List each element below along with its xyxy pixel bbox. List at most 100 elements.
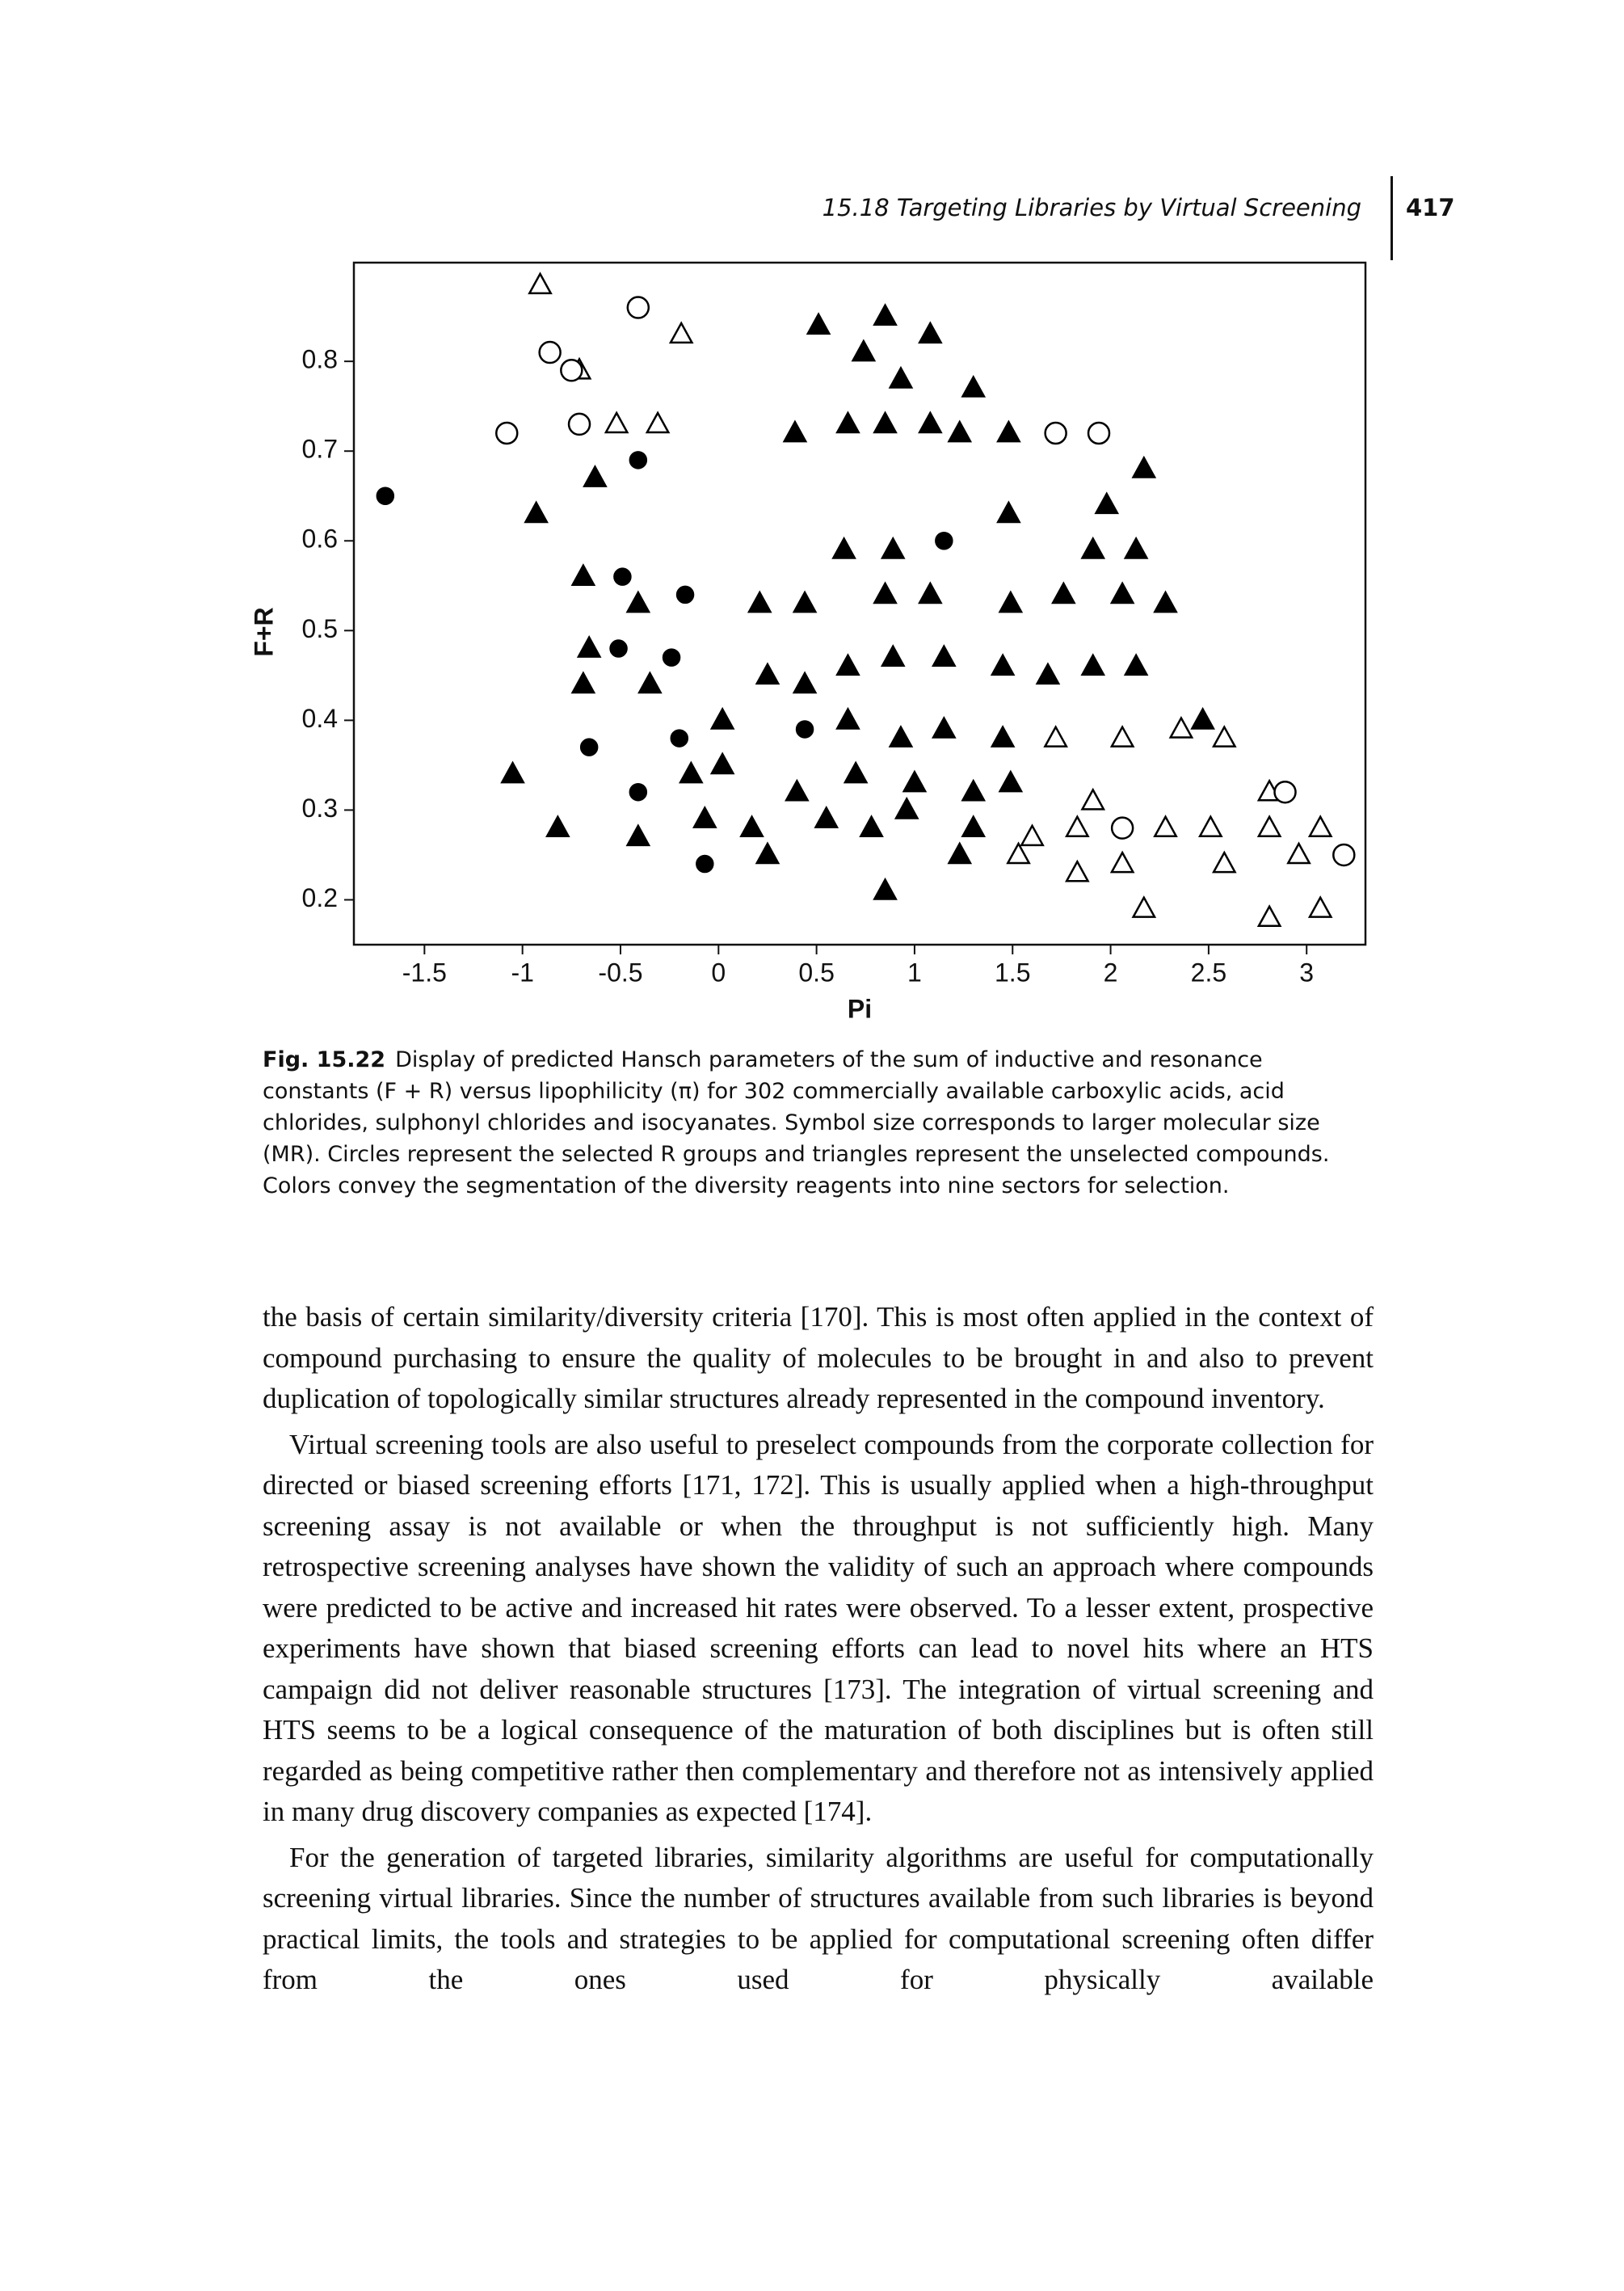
triangle-point [873, 581, 898, 604]
circle-point [935, 532, 953, 550]
circle-point [560, 359, 583, 382]
triangle-point [576, 635, 602, 658]
triangle-point [692, 806, 717, 828]
triangle-point [709, 706, 735, 730]
triangle-point [1256, 815, 1282, 837]
triangle-point [637, 671, 663, 694]
triangle-point [625, 590, 651, 613]
y-tick-label: 0.2 [302, 883, 338, 912]
triangle-point [570, 563, 596, 587]
triangle-point [1286, 841, 1311, 865]
x-tick-label: -1.5 [402, 958, 447, 987]
y-tick-label: 0.6 [302, 524, 338, 554]
circle-point [609, 639, 628, 658]
triangle-point [679, 760, 704, 784]
triangle-point [1080, 787, 1106, 811]
circle-point [579, 738, 599, 756]
triangle-point [604, 411, 629, 434]
triangle-point [873, 877, 898, 900]
triangle-point [961, 374, 987, 398]
triangle-point [1211, 850, 1237, 874]
triangle-point [792, 671, 818, 694]
triangle-point [1080, 536, 1106, 559]
running-header: 15.18 Targeting Libraries by Virtual Scr… [822, 194, 1361, 221]
x-tick-label: -0.5 [598, 958, 642, 987]
triangle-point [1190, 706, 1215, 730]
x-tick-label: 3 [1299, 958, 1314, 987]
circle-point [1087, 421, 1111, 445]
triangle-point [1051, 581, 1076, 604]
triangle-point [918, 411, 943, 434]
caption-label: Fig. 15.22 [263, 1047, 386, 1072]
chart: Pi F+R -1.5 -1 -0.5 0 0.5 1 1.5 2 2.5 3 0.2 0.3 0.4 0… [249, 261, 1367, 1023]
triangle-point [947, 419, 973, 443]
y-tick-label: 0.5 [302, 614, 338, 643]
triangle-point [888, 365, 914, 389]
triangle-point [894, 796, 919, 819]
triangle-point [990, 725, 1016, 748]
triangle-point [843, 760, 869, 784]
triangle-point [524, 500, 549, 524]
triangle-point [961, 778, 987, 802]
triangle-point [668, 321, 694, 344]
y-axis-label: F+R [249, 607, 278, 656]
triangle-point [873, 411, 898, 434]
circle-point [662, 648, 681, 667]
triangle-point [851, 339, 877, 362]
triangle-point [782, 419, 808, 443]
triangle-point [888, 725, 914, 748]
plot-frame [352, 261, 1367, 946]
x-tick-label: 2.5 [1191, 958, 1226, 987]
triangle-point [1065, 815, 1090, 837]
x-tick-label: 0 [711, 958, 726, 987]
paragraph: For the generation of targeted libraries… [263, 1841, 1374, 1996]
triangle-point [806, 312, 831, 335]
triangle-point [996, 419, 1021, 443]
triangle-point [1035, 662, 1061, 685]
triangle-point [1307, 895, 1333, 918]
circle-point [376, 486, 395, 505]
triangle-point [747, 590, 772, 613]
triangle-point [755, 841, 780, 865]
circle-point [613, 567, 632, 586]
page-number: 417 [1406, 194, 1455, 221]
circle-point [629, 782, 648, 802]
triangle-point [1153, 815, 1178, 837]
triangle-point [570, 671, 596, 694]
triangle-point [998, 769, 1024, 793]
triangle-point [990, 653, 1016, 676]
circle-point [495, 421, 519, 445]
triangle-point [918, 581, 943, 604]
x-tick-label: 1 [907, 958, 922, 987]
triangle-point [645, 411, 671, 434]
triangle-point [755, 662, 780, 685]
triangle-point [1168, 715, 1194, 739]
circle-point [670, 729, 689, 748]
triangle-point [880, 644, 906, 667]
caption-text: Display of predicted Hansch parameters o… [263, 1047, 1330, 1198]
triangle-point [998, 590, 1024, 613]
figure-caption: Fig. 15.22 Display of predicted Hansch pa… [263, 1044, 1357, 1202]
triangle-point [1123, 653, 1149, 676]
triangle-point [831, 536, 856, 559]
y-tick-label: 0.7 [302, 435, 338, 464]
triangle-point [709, 752, 735, 775]
circle-point [567, 412, 591, 436]
triangle-point [1307, 815, 1333, 837]
triangle-point [1153, 590, 1178, 613]
circle-point [1044, 421, 1067, 445]
triangle-point [528, 272, 553, 295]
circle-point [629, 451, 648, 470]
triangle-point [932, 644, 957, 667]
circle-point [675, 585, 695, 604]
triangle-point [1109, 725, 1135, 748]
triangle-point [1065, 859, 1090, 882]
x-tick-label: -1 [511, 958, 533, 987]
triangle-point [1131, 895, 1157, 918]
triangle-point [880, 536, 906, 559]
triangle-point [625, 823, 651, 847]
triangle-point [873, 303, 898, 326]
triangle-point [918, 321, 943, 344]
triangle-point [835, 653, 860, 676]
